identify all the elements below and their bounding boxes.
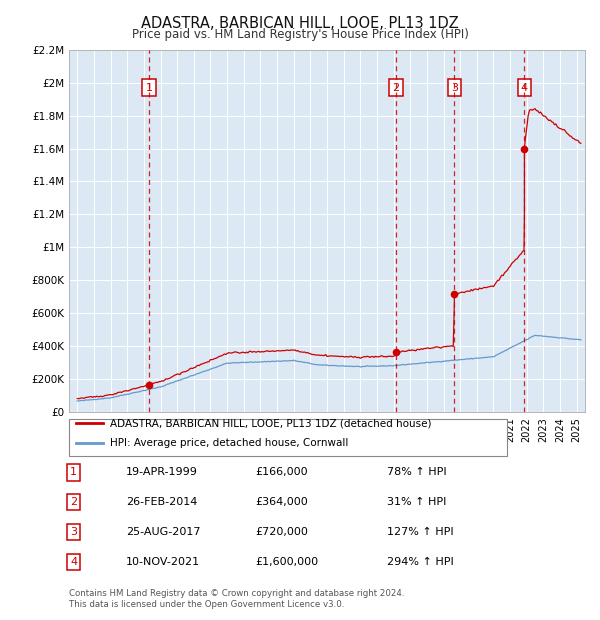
Text: HPI: Average price, detached house, Cornwall: HPI: Average price, detached house, Corn… — [110, 438, 349, 448]
Text: 3: 3 — [451, 82, 458, 92]
Text: 1: 1 — [70, 467, 77, 477]
Text: £364,000: £364,000 — [255, 497, 308, 507]
Text: 25-AUG-2017: 25-AUG-2017 — [126, 527, 200, 537]
Text: 78% ↑ HPI: 78% ↑ HPI — [387, 467, 446, 477]
Text: Price paid vs. HM Land Registry's House Price Index (HPI): Price paid vs. HM Land Registry's House … — [131, 28, 469, 41]
Text: 31% ↑ HPI: 31% ↑ HPI — [387, 497, 446, 507]
Text: 3: 3 — [70, 527, 77, 537]
Text: 10-NOV-2021: 10-NOV-2021 — [126, 557, 200, 567]
Text: 26-FEB-2014: 26-FEB-2014 — [126, 497, 197, 507]
Text: 1: 1 — [145, 82, 152, 92]
Text: 2: 2 — [392, 82, 400, 92]
Text: 19-APR-1999: 19-APR-1999 — [126, 467, 198, 477]
Text: £166,000: £166,000 — [255, 467, 308, 477]
Text: ADASTRA, BARBICAN HILL, LOOE, PL13 1DZ: ADASTRA, BARBICAN HILL, LOOE, PL13 1DZ — [141, 16, 459, 30]
Text: ADASTRA, BARBICAN HILL, LOOE, PL13 1DZ (detached house): ADASTRA, BARBICAN HILL, LOOE, PL13 1DZ (… — [110, 418, 432, 428]
Text: 294% ↑ HPI: 294% ↑ HPI — [387, 557, 454, 567]
Text: 2: 2 — [70, 497, 77, 507]
Text: 127% ↑ HPI: 127% ↑ HPI — [387, 527, 454, 537]
Text: £1,600,000: £1,600,000 — [255, 557, 318, 567]
Text: 4: 4 — [521, 82, 528, 92]
Text: £720,000: £720,000 — [255, 527, 308, 537]
Text: 4: 4 — [70, 557, 77, 567]
Text: Contains HM Land Registry data © Crown copyright and database right 2024.
This d: Contains HM Land Registry data © Crown c… — [69, 590, 404, 609]
